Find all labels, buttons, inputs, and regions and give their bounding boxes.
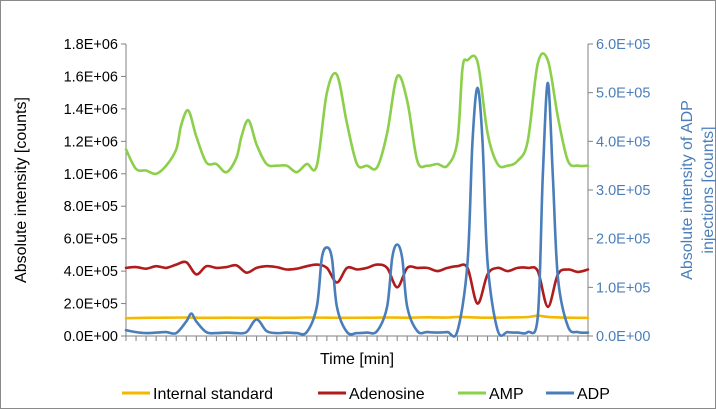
x-axis-title: Time [min] bbox=[320, 351, 394, 368]
left-tick-label: 1.8E+06 bbox=[64, 37, 118, 53]
series-line-adenosine bbox=[124, 260, 590, 309]
legend-label-adenosine: Adenosine bbox=[349, 386, 425, 403]
left-tick-label: 4.0E+05 bbox=[64, 264, 118, 280]
right-tick-label: 3.0E+05 bbox=[596, 183, 650, 199]
y2-axis-title-line1: Absolute intensity of ADP bbox=[679, 100, 696, 280]
legend-label-internal-standard: Internal standard bbox=[153, 386, 273, 403]
right-tick-label: 0.0E+00 bbox=[596, 329, 650, 345]
left-tick-label: 1.0E+06 bbox=[64, 167, 118, 183]
x-axis bbox=[125, 335, 589, 341]
y-axis-title: Absolute intensity [counts] bbox=[13, 97, 30, 283]
left-tick-label: 6.0E+05 bbox=[64, 232, 118, 248]
right-y-axis: 0.0E+00 1.0E+05 2.0E+05 3.0E+05 4.0E+05 5.0E+… bbox=[587, 37, 650, 345]
right-tick-label: 2.0E+05 bbox=[596, 232, 650, 248]
y2-axis-title-line2: injections [counts] bbox=[700, 126, 716, 253]
left-y-axis: 0.0E+00 2.0E+05 4.0E+05 6.0E+05 8.0E+05 1.0E+… bbox=[64, 37, 127, 345]
right-tick-label: 6.0E+05 bbox=[596, 37, 650, 53]
left-tick-label: 1.4E+06 bbox=[64, 102, 118, 118]
left-tick-label: 2.0E+05 bbox=[64, 297, 118, 313]
right-tick-label: 5.0E+05 bbox=[596, 86, 650, 102]
legend-label-adp: ADP bbox=[577, 386, 610, 403]
series-line-amp bbox=[124, 52, 590, 176]
left-tick-label: 8.0E+05 bbox=[64, 199, 118, 215]
series-line-adp bbox=[124, 81, 590, 338]
left-tick-label: 1.2E+06 bbox=[64, 134, 118, 150]
left-tick-label: 1.6E+06 bbox=[64, 69, 118, 85]
series-group bbox=[124, 52, 590, 338]
right-tick-label: 1.0E+05 bbox=[596, 280, 650, 296]
legend-label-amp: AMP bbox=[489, 386, 524, 403]
left-tick-label: 0.0E+00 bbox=[64, 329, 118, 345]
legend: Internal standard Adenosine AMP ADP bbox=[122, 386, 610, 403]
series-line-internal-standard bbox=[124, 314, 590, 320]
right-tick-label: 4.0E+05 bbox=[596, 134, 650, 150]
